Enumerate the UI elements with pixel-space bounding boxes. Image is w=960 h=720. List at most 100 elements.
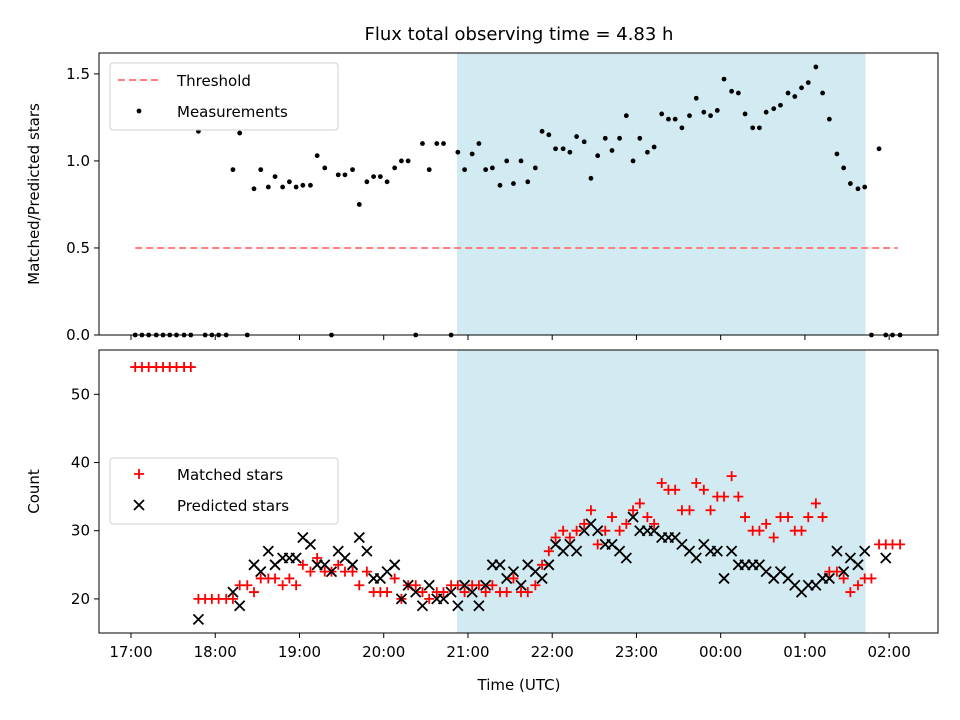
- x-tick-label: 17:00: [109, 643, 152, 661]
- measurement-point: [258, 167, 264, 173]
- matched-star-point: [242, 580, 253, 591]
- matched-star-point: [571, 525, 582, 536]
- measurement-point: [659, 111, 665, 117]
- x-tick-label: 23:00: [615, 643, 658, 661]
- matched-star-point: [761, 518, 772, 529]
- measurement-point: [230, 167, 236, 173]
- legend: Threshold Measurements: [109, 62, 339, 131]
- matched-star-point: [852, 580, 863, 591]
- predicted-star-point: [466, 586, 478, 598]
- measurement-point: [771, 106, 777, 112]
- measurement-point: [350, 167, 355, 173]
- matched-star-point: [783, 512, 794, 523]
- measurement-point: [511, 181, 516, 186]
- measurement-point: [602, 135, 608, 141]
- matched-star-point: [895, 539, 906, 550]
- measurement-point: [546, 132, 552, 138]
- x-tick-label: 18:00: [194, 643, 237, 661]
- measurement-point: [237, 130, 243, 136]
- matched-star-point: [670, 484, 681, 495]
- measurement-point: [820, 90, 825, 96]
- matched-star-point: [564, 532, 575, 543]
- measurement-point: [300, 182, 306, 188]
- measurement-point: [476, 141, 482, 146]
- measurement-point: [630, 158, 636, 164]
- measurement-point: [799, 85, 804, 91]
- y-tick-label: 20: [71, 590, 90, 608]
- series-matched-stars: [130, 362, 906, 604]
- matched-star-point: [522, 587, 533, 598]
- matched-star-point: [733, 491, 744, 502]
- matched-star-point: [248, 587, 259, 598]
- measurement-point: [405, 158, 411, 164]
- predicted-star-point: [725, 545, 738, 557]
- matched-star-point: [333, 559, 344, 570]
- measurement-point: [750, 125, 756, 131]
- measurement-point: [314, 153, 320, 159]
- predicted-star-point: [192, 613, 205, 625]
- matched-star-point: [361, 566, 372, 577]
- matched-star-point: [389, 573, 400, 584]
- legend: Matched stars Predicted stars: [109, 457, 339, 525]
- predicted-star-point: [395, 593, 408, 605]
- matched-star-point: [796, 525, 807, 536]
- measurement-point: [693, 95, 699, 101]
- legend-measurement-swatch: [136, 108, 142, 114]
- predicted-star-point: [831, 545, 843, 557]
- predicted-star-point: [823, 572, 835, 585]
- observing-span-shade: [457, 350, 866, 633]
- y-tick-label: 30: [71, 522, 90, 540]
- measurement-point: [441, 141, 446, 146]
- measurement-point: [721, 76, 727, 82]
- matched-star-point: [649, 518, 660, 529]
- measurement-point: [644, 149, 650, 155]
- measurement-point: [280, 184, 286, 190]
- predicted-star-point: [536, 572, 548, 585]
- measurement-point: [701, 109, 707, 115]
- matched-star-point: [227, 593, 238, 604]
- legend-predicted-swatch: [133, 499, 145, 511]
- measurement-point: [553, 146, 558, 152]
- predicted-star-point: [255, 565, 267, 578]
- matched-star-point: [642, 512, 653, 523]
- matched-star-point: [754, 525, 765, 536]
- measurement-point: [623, 113, 629, 119]
- x-tick-label: 19:00: [278, 643, 321, 661]
- predicted-star-point: [325, 565, 338, 578]
- measurement-point: [651, 144, 657, 150]
- measurement-point: [371, 174, 377, 179]
- predicted-star-point: [304, 538, 317, 550]
- measurement-point: [742, 111, 748, 117]
- measurement-point: [518, 158, 524, 164]
- measurement-point: [574, 134, 580, 139]
- matched-star-point: [501, 587, 512, 598]
- legend-label-threshold: Threshold: [176, 72, 251, 90]
- matched-star-point: [600, 525, 611, 536]
- measurement-point: [272, 174, 278, 179]
- measurement-point: [356, 202, 362, 207]
- measurement-point: [687, 113, 692, 119]
- matched-star-point: [705, 505, 716, 516]
- matched-star-point: [579, 518, 590, 529]
- measurement-point: [855, 186, 861, 192]
- measurement-point: [609, 148, 615, 153]
- measurement-point: [729, 88, 735, 94]
- legend-label-matched: Matched stars: [177, 466, 283, 484]
- matched-star-point: [684, 505, 695, 516]
- predicted-star-point: [880, 552, 892, 564]
- predicted-star-point: [480, 579, 492, 591]
- matched-star-point: [459, 587, 470, 598]
- measurement-point: [792, 94, 798, 99]
- measurement-point: [335, 172, 341, 178]
- measurement-point: [862, 184, 868, 190]
- predicted-star-point: [570, 545, 583, 557]
- y-tick-label: 50: [71, 385, 90, 403]
- y-tick-label: 0.5: [66, 239, 90, 257]
- matched-star-point: [810, 498, 821, 509]
- matched-star-point: [845, 587, 856, 598]
- measurement-point: [525, 179, 531, 185]
- x-tick-label: 20:00: [362, 643, 405, 661]
- predicted-star-point: [389, 559, 401, 571]
- x-tick-label: 22:00: [531, 643, 574, 661]
- measurement-point: [785, 90, 791, 96]
